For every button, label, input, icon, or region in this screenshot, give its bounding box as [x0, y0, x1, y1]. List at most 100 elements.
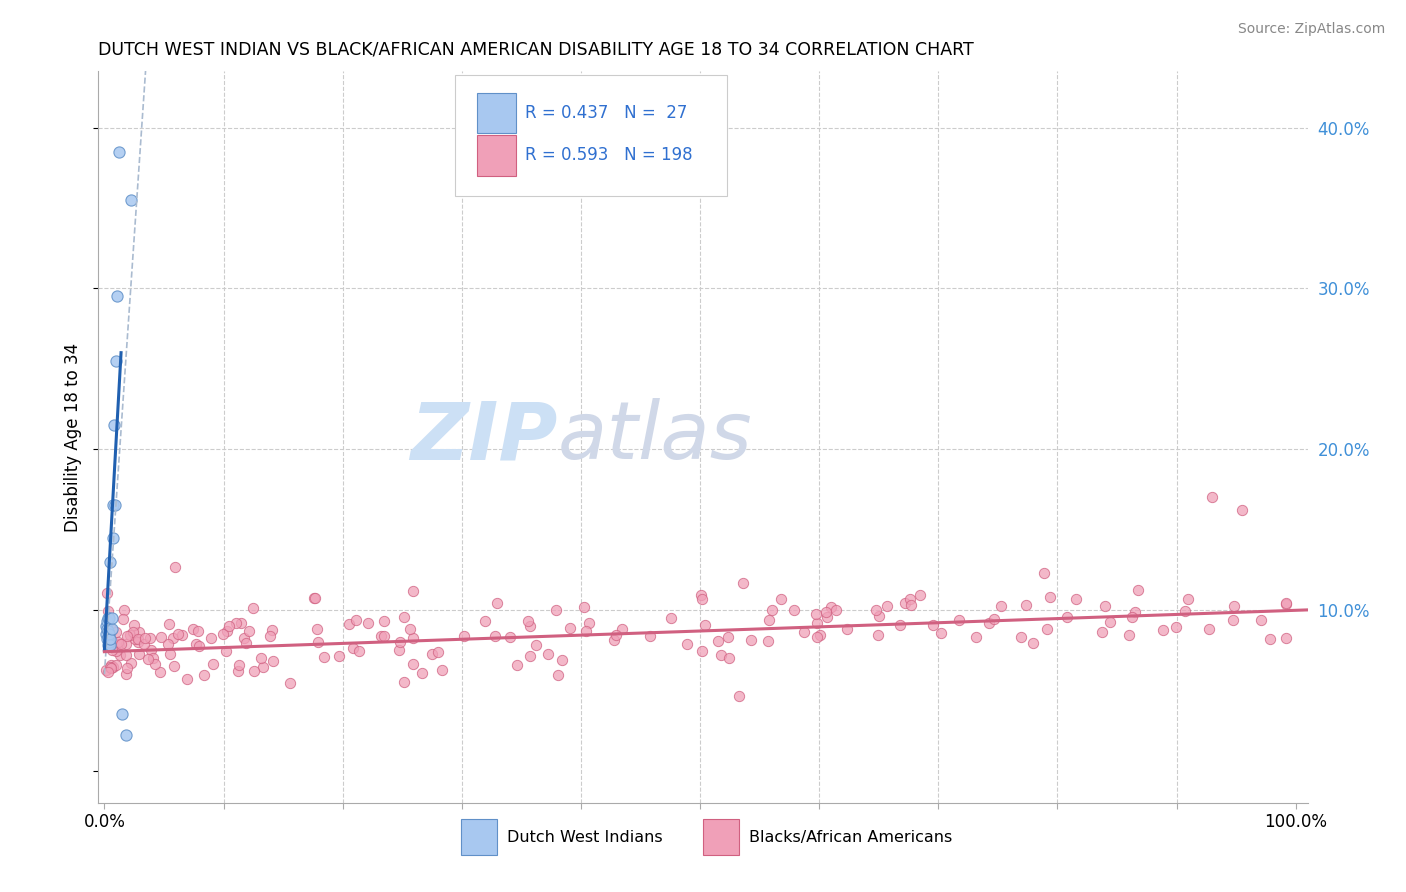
Text: R = 0.437   N =  27: R = 0.437 N = 27 — [526, 104, 688, 122]
Point — [97, 624, 120, 638]
Point — [731, 576, 754, 591]
Point — [97, 665, 120, 680]
Point — [1258, 632, 1281, 647]
Point — [337, 616, 360, 631]
Point — [519, 648, 541, 663]
Point — [302, 591, 325, 605]
Point — [1222, 613, 1244, 627]
Point — [717, 651, 740, 665]
Point — [983, 612, 1005, 626]
Point — [98, 635, 121, 649]
Point — [200, 632, 222, 646]
Point — [242, 601, 264, 615]
Point — [1099, 615, 1122, 629]
Point — [100, 637, 122, 651]
Point — [127, 632, 149, 646]
Point — [411, 665, 433, 680]
Point — [1275, 597, 1298, 611]
Point — [202, 657, 225, 671]
Point — [342, 641, 364, 656]
Point — [1250, 613, 1272, 627]
Point — [758, 613, 780, 627]
Point — [115, 648, 138, 662]
Point — [262, 623, 284, 637]
Point — [716, 631, 738, 645]
Point — [388, 642, 411, 657]
Point — [605, 628, 627, 642]
Point — [710, 648, 733, 662]
Point — [894, 596, 917, 610]
Point — [124, 617, 146, 632]
Point — [107, 635, 129, 649]
Point — [96, 586, 118, 600]
Point — [1201, 491, 1223, 505]
Point — [120, 657, 142, 671]
Point — [104, 658, 127, 673]
Point — [990, 599, 1012, 614]
Point — [889, 618, 911, 632]
Point — [115, 637, 138, 651]
FancyBboxPatch shape — [477, 136, 516, 176]
Point — [115, 661, 138, 675]
Point — [278, 675, 301, 690]
Point — [124, 632, 146, 646]
Point — [162, 631, 184, 645]
Point — [104, 499, 127, 513]
Point — [392, 674, 415, 689]
Point — [1118, 628, 1140, 642]
Point — [101, 642, 124, 657]
Point — [1152, 623, 1174, 637]
Point — [132, 637, 155, 651]
Point — [1198, 622, 1220, 636]
Point — [1222, 599, 1244, 613]
Point — [1230, 503, 1253, 517]
Point — [808, 628, 831, 642]
Point — [868, 628, 890, 642]
Point — [1121, 610, 1143, 624]
Point — [793, 625, 815, 640]
Point — [426, 645, 449, 659]
Point — [484, 629, 506, 643]
Point — [121, 624, 143, 639]
Point — [1123, 605, 1146, 619]
Point — [112, 612, 135, 626]
Point — [97, 638, 120, 652]
Point — [107, 637, 129, 651]
Point — [524, 638, 547, 652]
Point — [578, 616, 600, 631]
Point — [233, 631, 256, 645]
Point — [307, 623, 329, 637]
Point — [98, 627, 121, 641]
Point — [304, 591, 326, 606]
Point — [114, 728, 136, 742]
Point — [1177, 592, 1199, 607]
Point — [825, 603, 848, 617]
Point — [922, 618, 945, 632]
Point — [640, 629, 662, 643]
Point — [104, 644, 127, 658]
Point — [307, 634, 329, 648]
Point — [193, 668, 215, 682]
Point — [127, 634, 149, 648]
Point — [1022, 636, 1045, 650]
Point — [558, 621, 581, 635]
Point — [218, 619, 240, 633]
Point — [453, 629, 475, 643]
Point — [603, 633, 626, 648]
Point — [215, 624, 238, 638]
Point — [876, 599, 898, 613]
Point — [94, 619, 117, 633]
Point — [349, 644, 371, 658]
Point — [111, 707, 134, 722]
Point — [96, 622, 118, 636]
Point — [262, 654, 284, 668]
Point — [519, 619, 541, 633]
Point — [1090, 625, 1112, 640]
Point — [692, 643, 714, 657]
Point — [575, 624, 598, 638]
Text: DUTCH WEST INDIAN VS BLACK/AFRICAN AMERICAN DISABILITY AGE 18 TO 34 CORRELATION : DUTCH WEST INDIAN VS BLACK/AFRICAN AMERI… — [98, 41, 974, 59]
Point — [474, 614, 496, 628]
Point — [157, 617, 180, 632]
Point — [118, 628, 141, 642]
Point — [112, 603, 135, 617]
